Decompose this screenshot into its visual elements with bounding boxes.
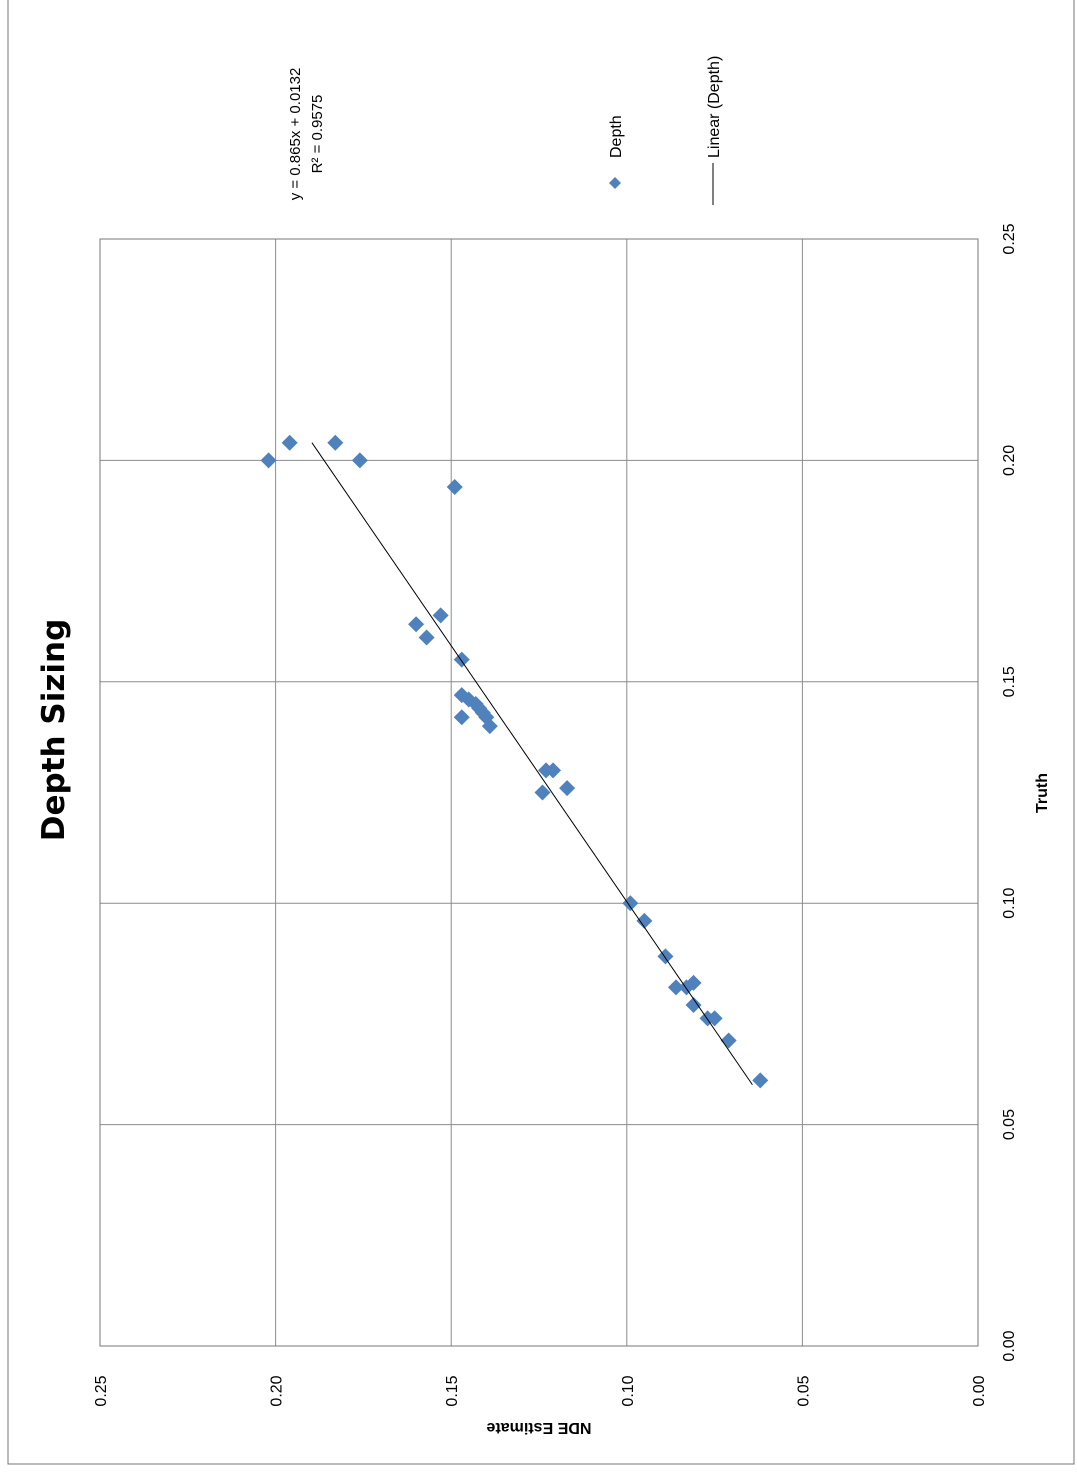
y-tick-label: 0.10 xyxy=(620,1375,637,1406)
x-tick-label: 0.10 xyxy=(1001,888,1018,919)
data-point xyxy=(418,629,435,646)
trendline xyxy=(311,442,753,1086)
x-tick-label: 0.05 xyxy=(1001,1109,1018,1140)
data-point xyxy=(260,452,277,469)
trendline-equation: y = 0.865x + 0.0132 xyxy=(287,68,304,201)
data-point xyxy=(622,895,639,912)
data-point xyxy=(281,434,298,451)
y-tick-label: 0.05 xyxy=(795,1375,812,1406)
data-point xyxy=(408,616,425,633)
data-point xyxy=(752,1072,769,1089)
x-axis-ticks: 0.00 0.05 0.10 0.15 0.20 0.25 xyxy=(1001,223,1018,1361)
y-tick-label: 0.20 xyxy=(269,1375,286,1406)
data-point xyxy=(446,478,463,495)
legend: Depth Linear (Depth) xyxy=(608,56,723,205)
x-tick-label: 0.20 xyxy=(1001,445,1018,476)
data-points xyxy=(260,434,769,1089)
data-point xyxy=(432,607,449,624)
data-point xyxy=(538,762,555,779)
data-point xyxy=(453,687,470,704)
chart-border xyxy=(7,0,1075,1465)
data-point xyxy=(636,912,653,929)
trendline-r-squared: R² = 0.9575 xyxy=(309,95,326,174)
y-tick-label: 0.25 xyxy=(93,1375,110,1406)
y-axis-label: NDE Estimate xyxy=(486,1419,591,1436)
data-point xyxy=(667,979,684,996)
legend-linear-label: Linear (Depth) xyxy=(706,56,723,158)
data-point xyxy=(685,997,702,1014)
legend-depth-marker xyxy=(609,177,621,189)
data-point xyxy=(534,784,551,801)
data-point xyxy=(327,434,344,451)
legend-depth-label: Depth xyxy=(608,115,625,158)
x-tick-label: 0.00 xyxy=(1001,1330,1018,1361)
x-tick-label: 0.25 xyxy=(1001,223,1018,254)
data-point xyxy=(351,452,368,469)
y-axis-ticks: 0.00 0.05 0.10 0.15 0.20 0.25 xyxy=(93,1375,988,1406)
chart-title: Depth Sizing xyxy=(36,619,72,842)
x-tick-label: 0.15 xyxy=(1001,666,1018,697)
data-point xyxy=(453,709,470,726)
data-point xyxy=(559,780,576,797)
y-tick-label: 0.00 xyxy=(971,1375,988,1406)
y-tick-label: 0.15 xyxy=(444,1375,461,1406)
plot-area xyxy=(99,238,979,1347)
x-axis-label: Truth xyxy=(1034,773,1051,813)
